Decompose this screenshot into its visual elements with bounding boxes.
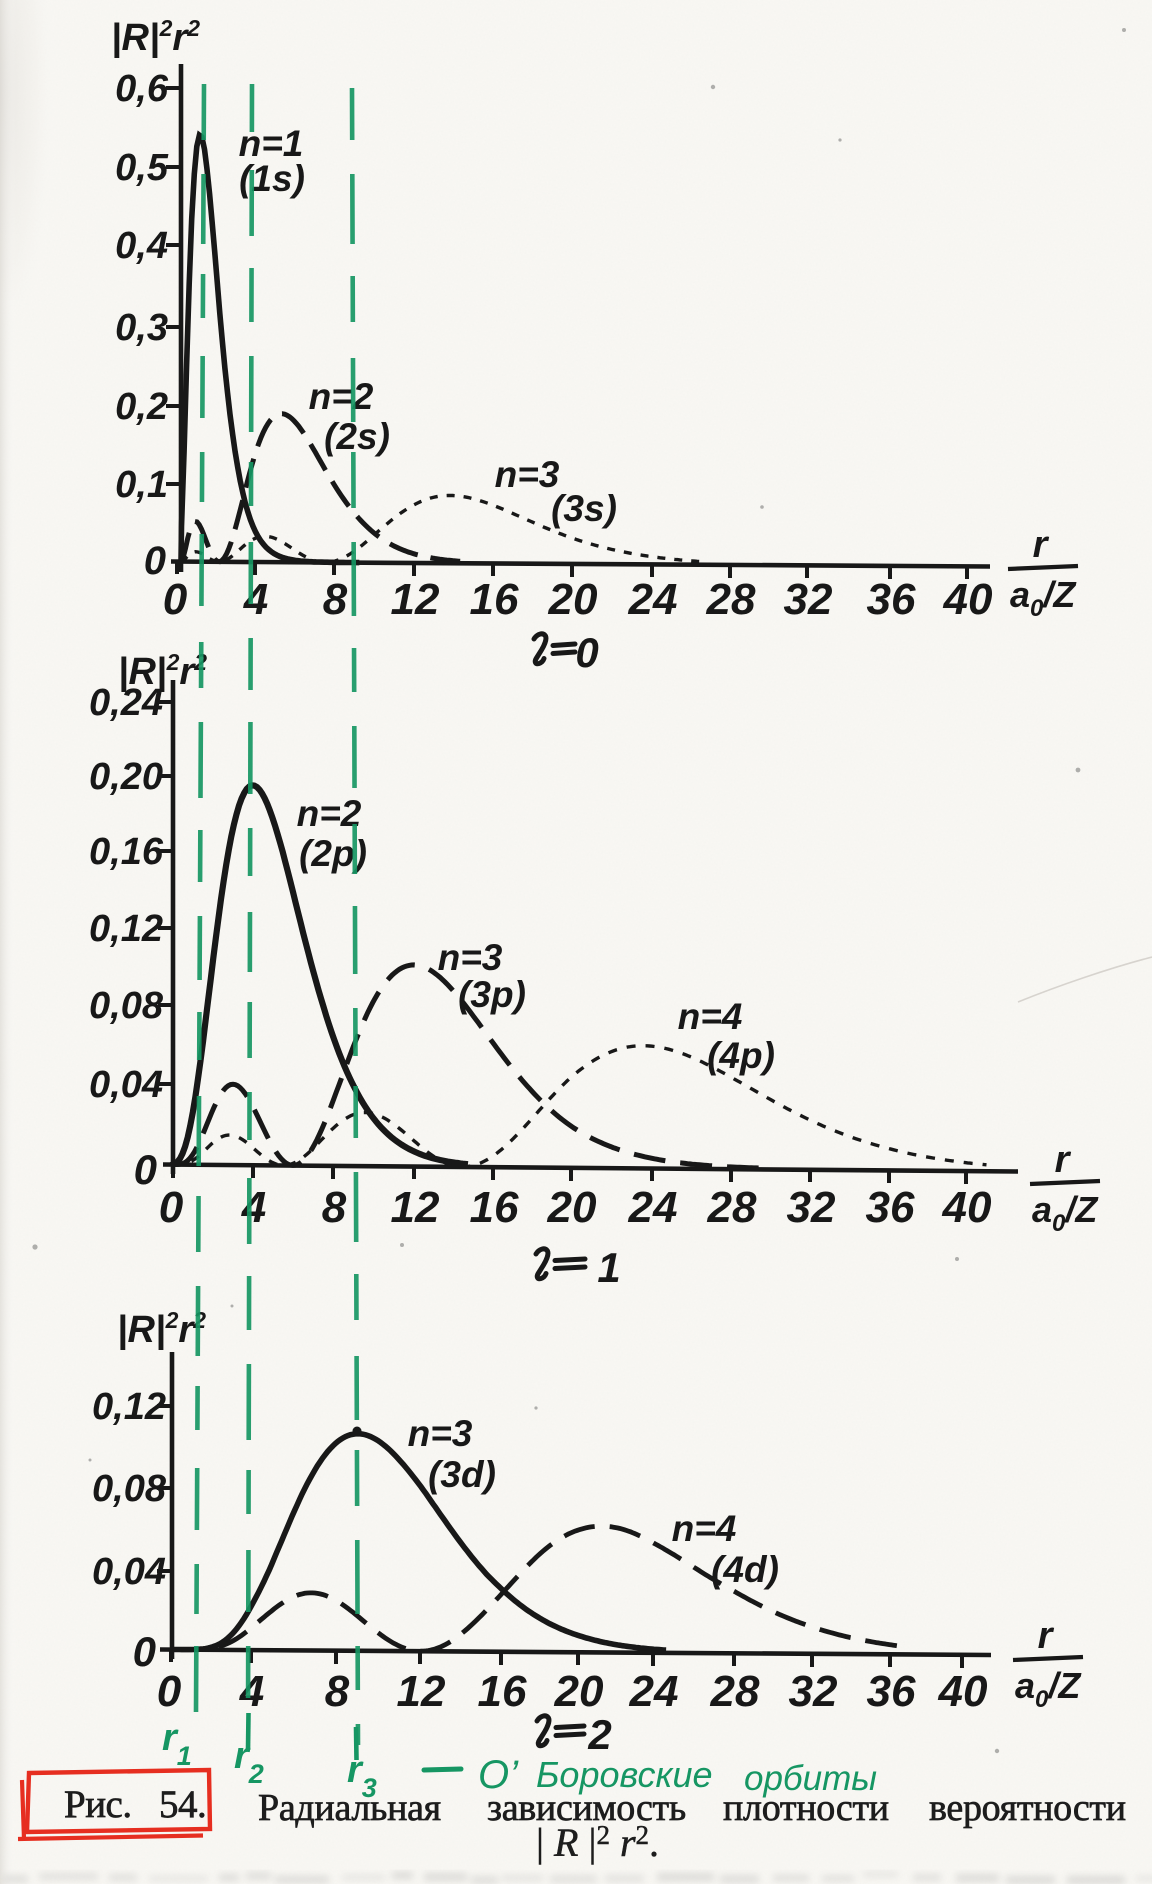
svg-text:0,08: 0,08 (89, 985, 164, 1027)
svg-text:12: 12 (397, 1667, 446, 1716)
svg-text:0: 0 (133, 1628, 156, 1675)
svg-text:0,20: 0,20 (89, 756, 163, 798)
svg-text:12: 12 (391, 1183, 440, 1232)
svg-text:Рис.: Рис. (64, 1783, 132, 1826)
svg-text:0,24: 0,24 (89, 682, 163, 724)
svg-text:28: 28 (706, 575, 756, 624)
svg-text:1: 1 (597, 1244, 620, 1291)
svg-text:плотности: плотности (723, 1787, 889, 1829)
svg-text:n=3: n=3 (495, 454, 560, 495)
svg-text:24: 24 (628, 1183, 678, 1232)
svg-text:4: 4 (243, 575, 268, 624)
svg-text:40: 40 (943, 575, 993, 624)
svg-text:36: 36 (867, 575, 916, 624)
svg-text:0,4: 0,4 (115, 225, 168, 267)
svg-text:8: 8 (322, 1183, 347, 1232)
svg-text:(3s): (3s) (551, 488, 617, 529)
svg-text:20: 20 (548, 575, 598, 624)
svg-text:(3d): (3d) (428, 1454, 496, 1495)
svg-text:54.: 54. (159, 1783, 206, 1826)
svg-text:32: 32 (789, 1667, 838, 1716)
svg-text:n=4: n=4 (672, 1508, 737, 1549)
svg-text:0,6: 0,6 (115, 68, 169, 110)
svg-text:|R|2r2: |R|2r2 (111, 15, 200, 59)
svg-text:0,5: 0,5 (115, 147, 169, 189)
svg-text:вероятности: вероятности (929, 1787, 1126, 1829)
svg-text:8: 8 (325, 1667, 350, 1716)
svg-text:a0/Z: a0/Z (1032, 1189, 1099, 1237)
svg-text:|R|2r2: |R|2r2 (118, 649, 207, 693)
svg-text:n=3: n=3 (408, 1413, 473, 1454)
svg-text:12: 12 (391, 575, 440, 624)
svg-text:0: 0 (134, 1146, 157, 1193)
svg-text:0,12: 0,12 (92, 1386, 166, 1428)
svg-text:(4d): (4d) (711, 1549, 779, 1590)
svg-text:2: 2 (587, 1711, 611, 1758)
svg-text:36: 36 (866, 1183, 915, 1232)
svg-text:4: 4 (239, 1667, 264, 1716)
svg-text:r: r (1038, 1615, 1055, 1657)
svg-text:0,04: 0,04 (92, 1551, 166, 1593)
svg-text:(1s): (1s) (239, 158, 305, 199)
svg-text:Боровские: Боровские (536, 1754, 713, 1795)
svg-text:24: 24 (628, 575, 678, 624)
svg-text:0: 0 (163, 575, 188, 624)
svg-text:28: 28 (707, 1183, 757, 1232)
svg-text:4: 4 (241, 1183, 266, 1232)
svg-text:32: 32 (784, 575, 833, 624)
svg-text:36: 36 (867, 1667, 916, 1716)
svg-text:0,16: 0,16 (89, 831, 164, 873)
svg-text:a0/Z: a0/Z (1015, 1665, 1082, 1713)
svg-text:0: 0 (157, 1667, 182, 1716)
svg-text:40: 40 (938, 1667, 988, 1716)
svg-text:0,12: 0,12 (89, 908, 163, 950)
svg-text:20: 20 (547, 1183, 597, 1232)
svg-text:16: 16 (470, 1183, 519, 1232)
svg-text:0,1: 0,1 (115, 464, 168, 506)
svg-text:0: 0 (575, 629, 598, 676)
svg-text:(3p): (3p) (458, 974, 526, 1015)
svg-text:0: 0 (159, 1183, 184, 1232)
svg-text:(4p): (4p) (707, 1035, 775, 1076)
svg-text:40: 40 (942, 1183, 992, 1232)
svg-text:r: r (1055, 1139, 1072, 1181)
svg-text:16: 16 (478, 1667, 527, 1716)
svg-text:n=4: n=4 (678, 996, 743, 1037)
svg-text:a0/Z: a0/Z (1010, 574, 1077, 622)
svg-text:0,2: 0,2 (115, 386, 168, 428)
svg-text:0,08: 0,08 (92, 1468, 167, 1510)
svg-text:0,04: 0,04 (89, 1064, 163, 1106)
svg-text:n=2: n=2 (297, 793, 362, 834)
svg-text:(2s): (2s) (324, 416, 390, 457)
svg-text:зависимость: зависимость (487, 1787, 686, 1829)
svg-text:O’: O’ (478, 1753, 519, 1797)
svg-text:24: 24 (629, 1667, 679, 1716)
svg-text:16: 16 (470, 575, 519, 624)
svg-text:8: 8 (323, 575, 348, 624)
svg-text:n=1: n=1 (239, 123, 304, 164)
svg-text:Радиальная: Радиальная (258, 1787, 441, 1829)
svg-text:n=3: n=3 (438, 937, 503, 978)
svg-text:r: r (1033, 524, 1050, 566)
svg-text:0,3: 0,3 (115, 307, 168, 349)
svg-text:32: 32 (787, 1183, 836, 1232)
svg-text:n=2: n=2 (309, 376, 374, 417)
svg-text:0: 0 (144, 539, 166, 583)
svg-text:28: 28 (710, 1667, 760, 1716)
svg-text:20: 20 (554, 1667, 604, 1716)
svg-text:орбиты: орбиты (744, 1759, 877, 1798)
svg-text:| R |2 r2.: | R |2 r2. (536, 1820, 659, 1865)
svg-text:|R|2r2: |R|2r2 (117, 1307, 206, 1351)
